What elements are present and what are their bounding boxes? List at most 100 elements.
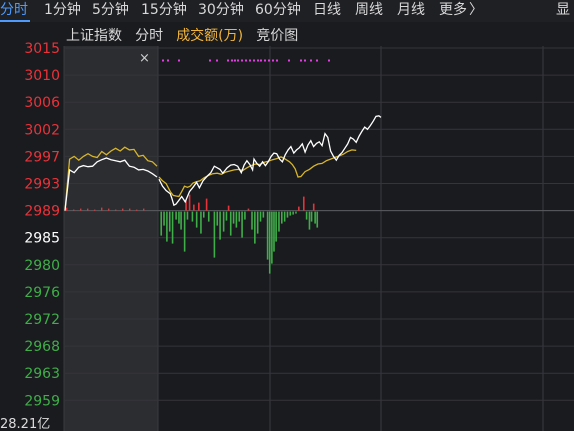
volume-bar-up	[188, 194, 191, 211]
auction-volume-bar	[129, 208, 131, 211]
tab-display[interactable]: 显	[556, 2, 570, 18]
volume-bar-down	[232, 211, 235, 224]
volume-bar-down	[314, 211, 316, 224]
signal-dot	[241, 59, 243, 62]
volume-bar-down	[166, 211, 168, 242]
signal-dot	[178, 59, 180, 62]
auction-volume-bar	[122, 208, 124, 211]
close-icon[interactable]: ×	[139, 51, 150, 66]
volume-bar-down	[275, 211, 277, 242]
tab-monthly[interactable]: 月线	[397, 2, 425, 18]
volume-bar-down	[308, 211, 311, 230]
volume-bar-down	[163, 211, 165, 226]
auction-label[interactable]: 竞价图	[256, 28, 299, 44]
signal-dot	[304, 59, 306, 62]
volume-bar-down	[216, 211, 219, 226]
y-tick-label: 2997	[24, 149, 60, 165]
indicator-label[interactable]: 成交额(万)	[176, 28, 244, 44]
volume-bar-down	[244, 211, 246, 220]
y-tick-label: 2989	[24, 204, 60, 220]
auction-volume-bar	[115, 209, 117, 211]
signal-dot	[249, 59, 251, 62]
tab-30min[interactable]: 30分钟	[198, 2, 244, 18]
tab-5min[interactable]: 5分钟	[92, 2, 129, 18]
volume-bar-down	[316, 211, 319, 228]
signal-dot	[167, 59, 169, 62]
signal-dot	[234, 59, 236, 62]
signal-dot	[288, 59, 290, 62]
tab-60min[interactable]: 60分钟	[255, 2, 301, 18]
y-tick-label: 3010	[24, 68, 60, 84]
signal-dot	[216, 59, 218, 62]
y-tick-label: 3002	[24, 122, 60, 138]
signal-dot	[257, 59, 259, 62]
tab-more[interactable]: 更多〉	[439, 0, 483, 22]
y-tick-label: 2985	[24, 231, 60, 247]
auction-volume-bar	[136, 209, 138, 211]
signal-dot	[310, 59, 312, 62]
intraday-chart[interactable]: 3015 3010 3006 3002 2997 2993 2989 2985 2980 2976…	[0, 22, 574, 431]
volume-bar-up	[227, 205, 230, 211]
volume-bar-up	[193, 204, 195, 211]
volume-bar-down	[295, 211, 297, 214]
signal-dot	[162, 59, 164, 62]
signal-dot	[260, 59, 262, 62]
volume-bar-down	[160, 211, 163, 236]
y-tick-label: 3006	[24, 95, 60, 111]
auction-volume-bar	[108, 208, 110, 211]
volume-bar-down	[259, 211, 262, 222]
volume-bar-up	[298, 206, 300, 211]
signal-dot	[272, 59, 274, 62]
tab-weekly[interactable]: 周线	[355, 2, 383, 18]
auction-volume-bar	[101, 207, 103, 211]
volume-bar-down	[186, 211, 189, 220]
volume-bar-down	[229, 211, 232, 236]
volume-bar-up	[205, 198, 208, 211]
y-tick-label: 2980	[24, 258, 60, 274]
volume-bar-down	[292, 211, 294, 215]
auction-panel-background	[64, 46, 158, 431]
chart-header: 上证指数 分时 成交额(万) 竞价图	[66, 25, 306, 45]
signal-dot	[264, 59, 266, 62]
tab-fenshi[interactable]: 分时	[0, 2, 28, 18]
tab-1min[interactable]: 1分钟	[44, 2, 81, 18]
volume-bar-down	[278, 211, 280, 232]
auction-price-line	[64, 157, 158, 211]
mode-label[interactable]: 分时	[135, 28, 164, 44]
signal-dot	[253, 59, 255, 62]
tab-daily[interactable]: 日线	[313, 2, 341, 18]
volume-bar-down	[289, 211, 292, 216]
volume-bar-down	[191, 211, 194, 222]
signal-dot	[227, 59, 229, 62]
y-tick-label: 2993	[24, 177, 60, 193]
volume-bar-down	[168, 211, 171, 232]
auction-volume-bar	[80, 208, 82, 211]
signal-dot	[231, 59, 233, 62]
volume-bar-down	[183, 211, 186, 252]
chart-grid	[63, 46, 574, 431]
tab-15min[interactable]: 15分钟	[141, 2, 187, 18]
y-tick-label: 2968	[24, 339, 60, 355]
volume-bar-down	[178, 211, 180, 224]
volume-bar-down	[222, 211, 225, 232]
signal-dot	[268, 59, 270, 62]
volume-bar-down	[235, 211, 238, 228]
signal-dot	[276, 59, 278, 62]
volume-bar-up	[198, 202, 200, 211]
volume-bar-down	[213, 211, 216, 258]
volume-bar-down	[283, 211, 286, 222]
volume-bar-up	[185, 200, 187, 211]
signal-markers	[162, 59, 330, 62]
volume-bar-down	[305, 211, 308, 220]
volume-bar-down	[280, 211, 283, 224]
auction-volume-bar	[87, 208, 89, 211]
active-tab-indicator	[0, 20, 30, 22]
auction-volume-bar	[143, 208, 145, 211]
volume-bar-up	[302, 196, 305, 211]
auction-volume-bar	[66, 207, 68, 211]
auction-volume-bar	[73, 209, 75, 211]
volume-bar-down	[200, 211, 202, 234]
signal-dot	[328, 59, 330, 62]
y-tick-label: 3015	[24, 41, 60, 57]
auction-volume-bar	[94, 209, 96, 211]
